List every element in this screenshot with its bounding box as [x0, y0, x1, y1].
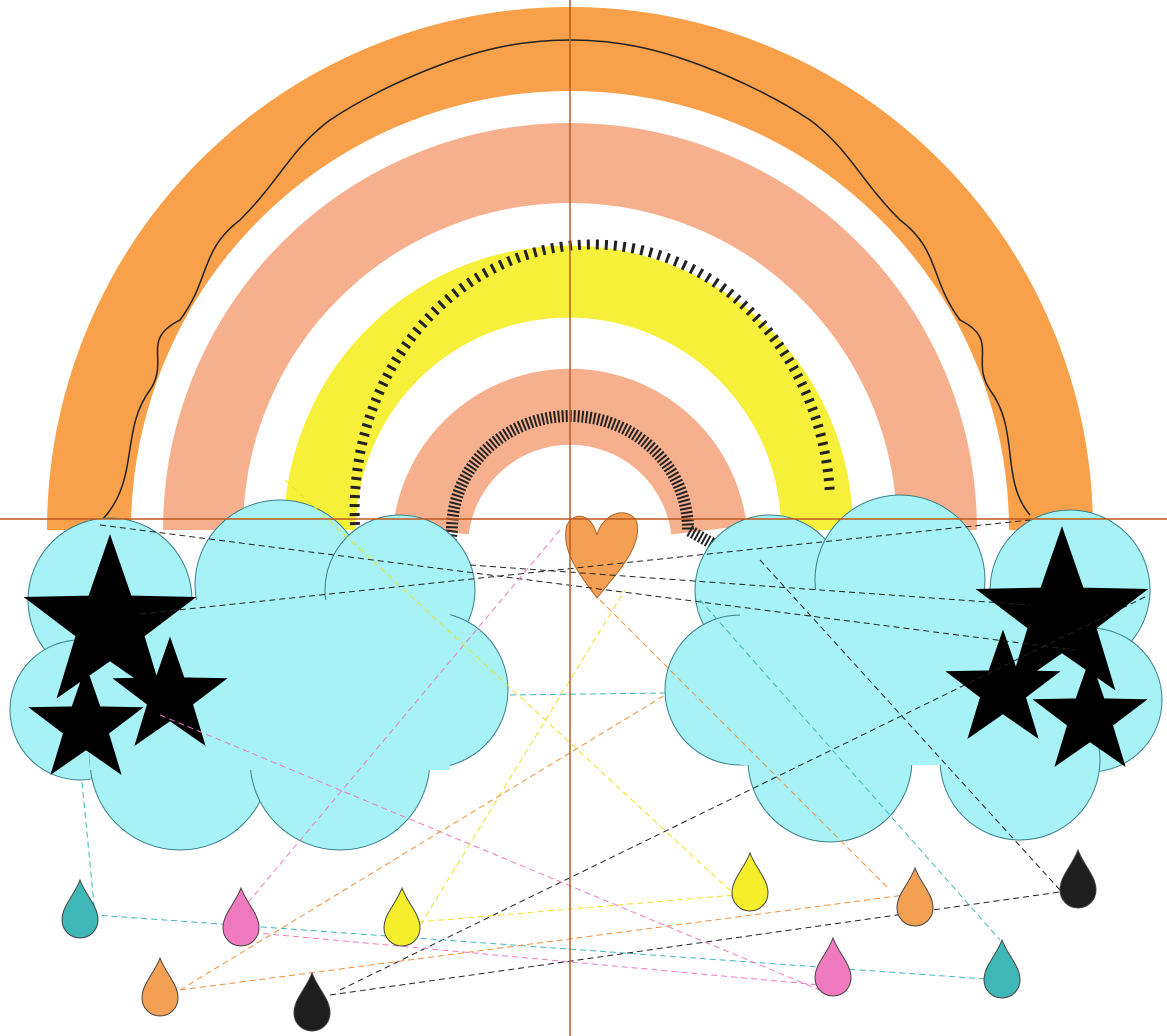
star	[1067, 694, 1113, 737]
drop	[383, 887, 421, 947]
drop	[814, 937, 852, 997]
star	[76, 589, 144, 654]
drop	[222, 887, 260, 947]
heart	[565, 512, 639, 599]
star	[980, 666, 1026, 709]
star	[63, 702, 109, 745]
jump-line	[179, 599, 906, 991]
drops	[61, 849, 1097, 1032]
drop	[61, 879, 99, 939]
star	[147, 673, 193, 716]
drop	[141, 957, 179, 1017]
arc-zigzag	[349, 239, 835, 526]
drop	[1059, 849, 1097, 909]
cloud-left	[9, 499, 509, 851]
jump-line	[99, 519, 1146, 996]
drop	[731, 852, 769, 912]
drop	[896, 867, 934, 927]
arc-yellow	[284, 245, 853, 531]
jump-line	[284, 479, 736, 943]
jump-stitches	[81, 479, 1146, 996]
cloud-right	[664, 494, 1163, 843]
drop	[293, 972, 331, 1032]
star	[1028, 581, 1096, 646]
drop	[983, 939, 1021, 999]
